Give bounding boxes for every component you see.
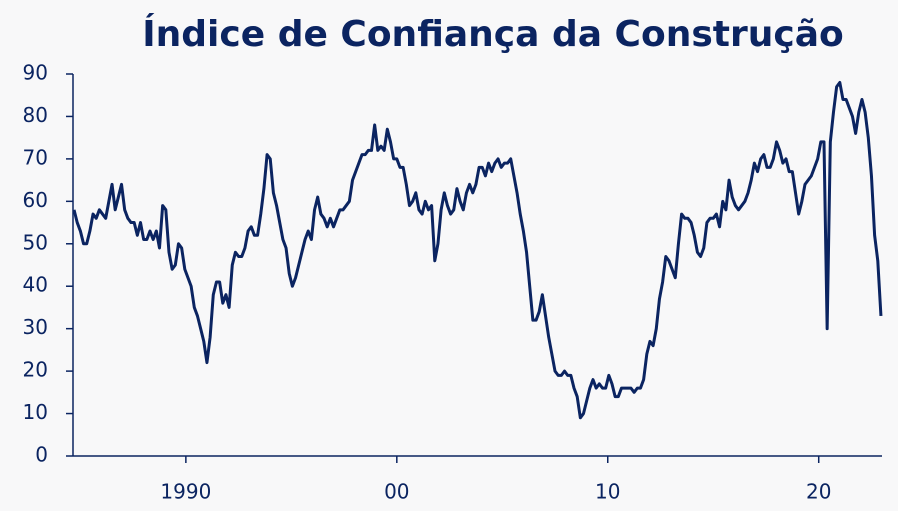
- x-tick-label: 1990: [160, 480, 211, 504]
- x-tick-label: 10: [595, 480, 620, 504]
- y-tick-label: 50: [23, 230, 48, 254]
- y-tick-label: 10: [23, 400, 48, 424]
- y-tick-label: 60: [23, 188, 48, 212]
- chart-title: Índice de Confiança da Construção: [142, 13, 843, 55]
- y-tick-label: 80: [23, 103, 48, 127]
- y-tick-label: 40: [23, 273, 48, 297]
- y-tick-label: 90: [23, 61, 48, 85]
- y-tick-label: 30: [23, 315, 48, 339]
- y-tick-label: 70: [23, 145, 48, 169]
- x-tick-label: 00: [384, 480, 409, 504]
- y-tick-label: 20: [23, 358, 48, 382]
- x-tick-label: 20: [806, 480, 831, 504]
- y-tick-label: 0: [35, 443, 48, 467]
- data-line: [72, 80, 883, 420]
